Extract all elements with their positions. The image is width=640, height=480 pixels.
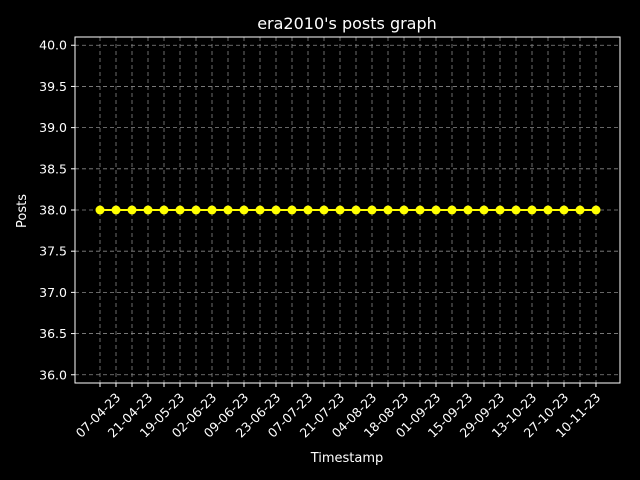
chart-title: era2010's posts graph [257,14,437,33]
y-tick-label: 38.0 [39,203,67,218]
data-point [271,205,281,215]
data-point [383,205,393,215]
grid-lines [75,37,620,383]
data-point [239,205,249,215]
data-point [175,205,185,215]
data-point [447,205,457,215]
data-point [255,205,265,215]
data-point [207,205,217,215]
y-tick-label: 39.5 [39,79,67,94]
y-tick-label: 36.0 [39,367,67,382]
data-point [335,205,345,215]
data-point [543,205,553,215]
data-point [223,205,233,215]
data-point [367,205,377,215]
data-point [159,205,169,215]
y-tick-label: 40.0 [39,38,67,53]
data-point [527,205,537,215]
data-point [111,205,121,215]
y-tick-label: 38.5 [39,161,67,176]
y-tick-label: 37.0 [39,285,67,300]
y-tick-label: 36.5 [39,326,67,341]
data-point [511,205,521,215]
data-point [95,205,105,215]
data-point [431,205,441,215]
x-axis-label: Timestamp [310,451,384,466]
data-point [287,205,297,215]
data-point [127,205,137,215]
data-point [591,205,601,215]
y-tick-label: 39.0 [39,120,67,135]
data-point [479,205,489,215]
data-point [415,205,425,215]
y-tick-label: 37.5 [39,244,67,259]
data-point [495,205,505,215]
data-point [575,205,585,215]
series-layer [95,205,601,215]
data-point [191,205,201,215]
y-axis-label: Posts [15,194,30,228]
data-point [559,205,569,215]
data-point [319,205,329,215]
data-point [399,205,409,215]
data-point [143,205,153,215]
data-point [351,205,361,215]
data-point [303,205,313,215]
data-point [463,205,473,215]
